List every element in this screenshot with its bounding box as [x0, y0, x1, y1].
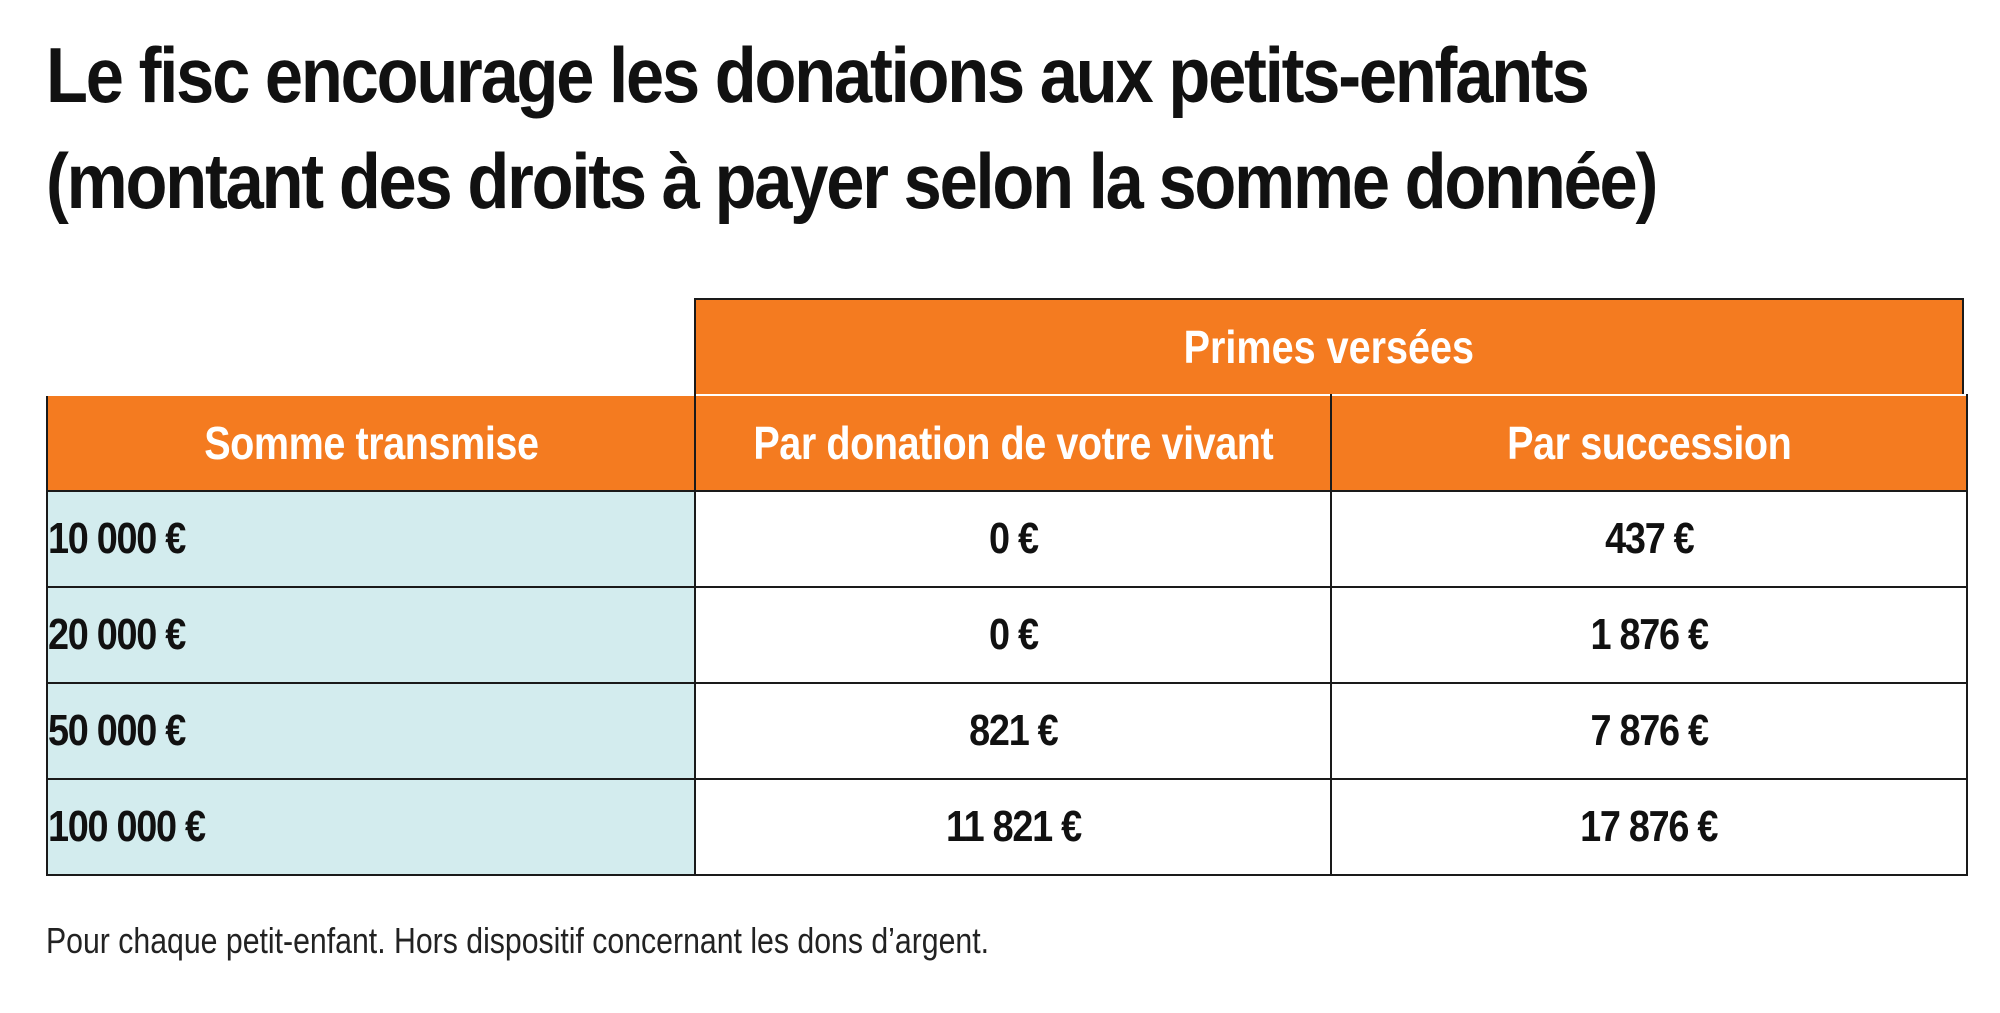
succession-value: 1 876 € — [1590, 610, 1709, 659]
donation-value: 821 € — [968, 706, 1059, 755]
table-row: 10 000 € 0 € 437 € — [46, 490, 1968, 588]
table-row: 20 000 € 0 € 1 876 € — [46, 586, 1968, 684]
column-header-donation: Par donation de votre vivant — [694, 394, 1332, 492]
title-line-2: (montant des droits à payer selon la som… — [46, 137, 1658, 225]
page-title: Le fisc encourage les donations aux peti… — [46, 22, 1718, 234]
succession-cell: 7 876 € — [1330, 682, 1968, 780]
donation-value: 0 € — [988, 514, 1039, 563]
donation-cell: 0 € — [694, 490, 1332, 588]
donation-value: 11 821 € — [945, 802, 1082, 851]
column-header-somme: Somme transmise — [46, 394, 696, 492]
sum-value: 50 000 € — [48, 706, 186, 755]
table-row: 50 000 € 821 € 7 876 € — [46, 682, 1968, 780]
sum-value: 20 000 € — [48, 610, 186, 659]
donation-cell: 11 821 € — [694, 778, 1332, 876]
table-row: 100 000 € 11 821 € 17 876 € — [46, 778, 1968, 876]
column-header-label: Par succession — [1506, 417, 1792, 469]
donation-value: 0 € — [988, 610, 1039, 659]
donation-cell: 821 € — [694, 682, 1332, 780]
sum-value: 10 000 € — [48, 514, 186, 563]
footnote: Pour chaque petit-enfant. Hors dispositi… — [46, 920, 990, 961]
donation-cell: 0 € — [694, 586, 1332, 684]
succession-value: 17 876 € — [1580, 802, 1719, 851]
column-header-label: Par donation de votre vivant — [753, 417, 1273, 469]
header-row: Somme transmise Par donation de votre vi… — [46, 394, 1968, 492]
tax-table: Primes versées Somme transmise Par donat… — [46, 298, 1968, 890]
super-header: Primes versées — [694, 298, 1964, 394]
super-header-label: Primes versées — [1183, 321, 1475, 373]
sum-cell: 50 000 € — [46, 682, 696, 780]
succession-value: 437 € — [1604, 514, 1695, 563]
title-line-1: Le fisc encourage les donations aux peti… — [46, 31, 1590, 119]
data-table: Somme transmise Par donation de votre vi… — [46, 394, 1968, 876]
column-header-succession: Par succession — [1330, 394, 1968, 492]
sum-value: 100 000 € — [48, 802, 206, 851]
column-header-label: Somme transmise — [203, 417, 539, 469]
succession-cell: 1 876 € — [1330, 586, 1968, 684]
succession-cell: 17 876 € — [1330, 778, 1968, 876]
sum-cell: 10 000 € — [46, 490, 696, 588]
succession-value: 7 876 € — [1590, 706, 1709, 755]
sum-cell: 20 000 € — [46, 586, 696, 684]
sum-cell: 100 000 € — [46, 778, 696, 876]
succession-cell: 437 € — [1330, 490, 1968, 588]
